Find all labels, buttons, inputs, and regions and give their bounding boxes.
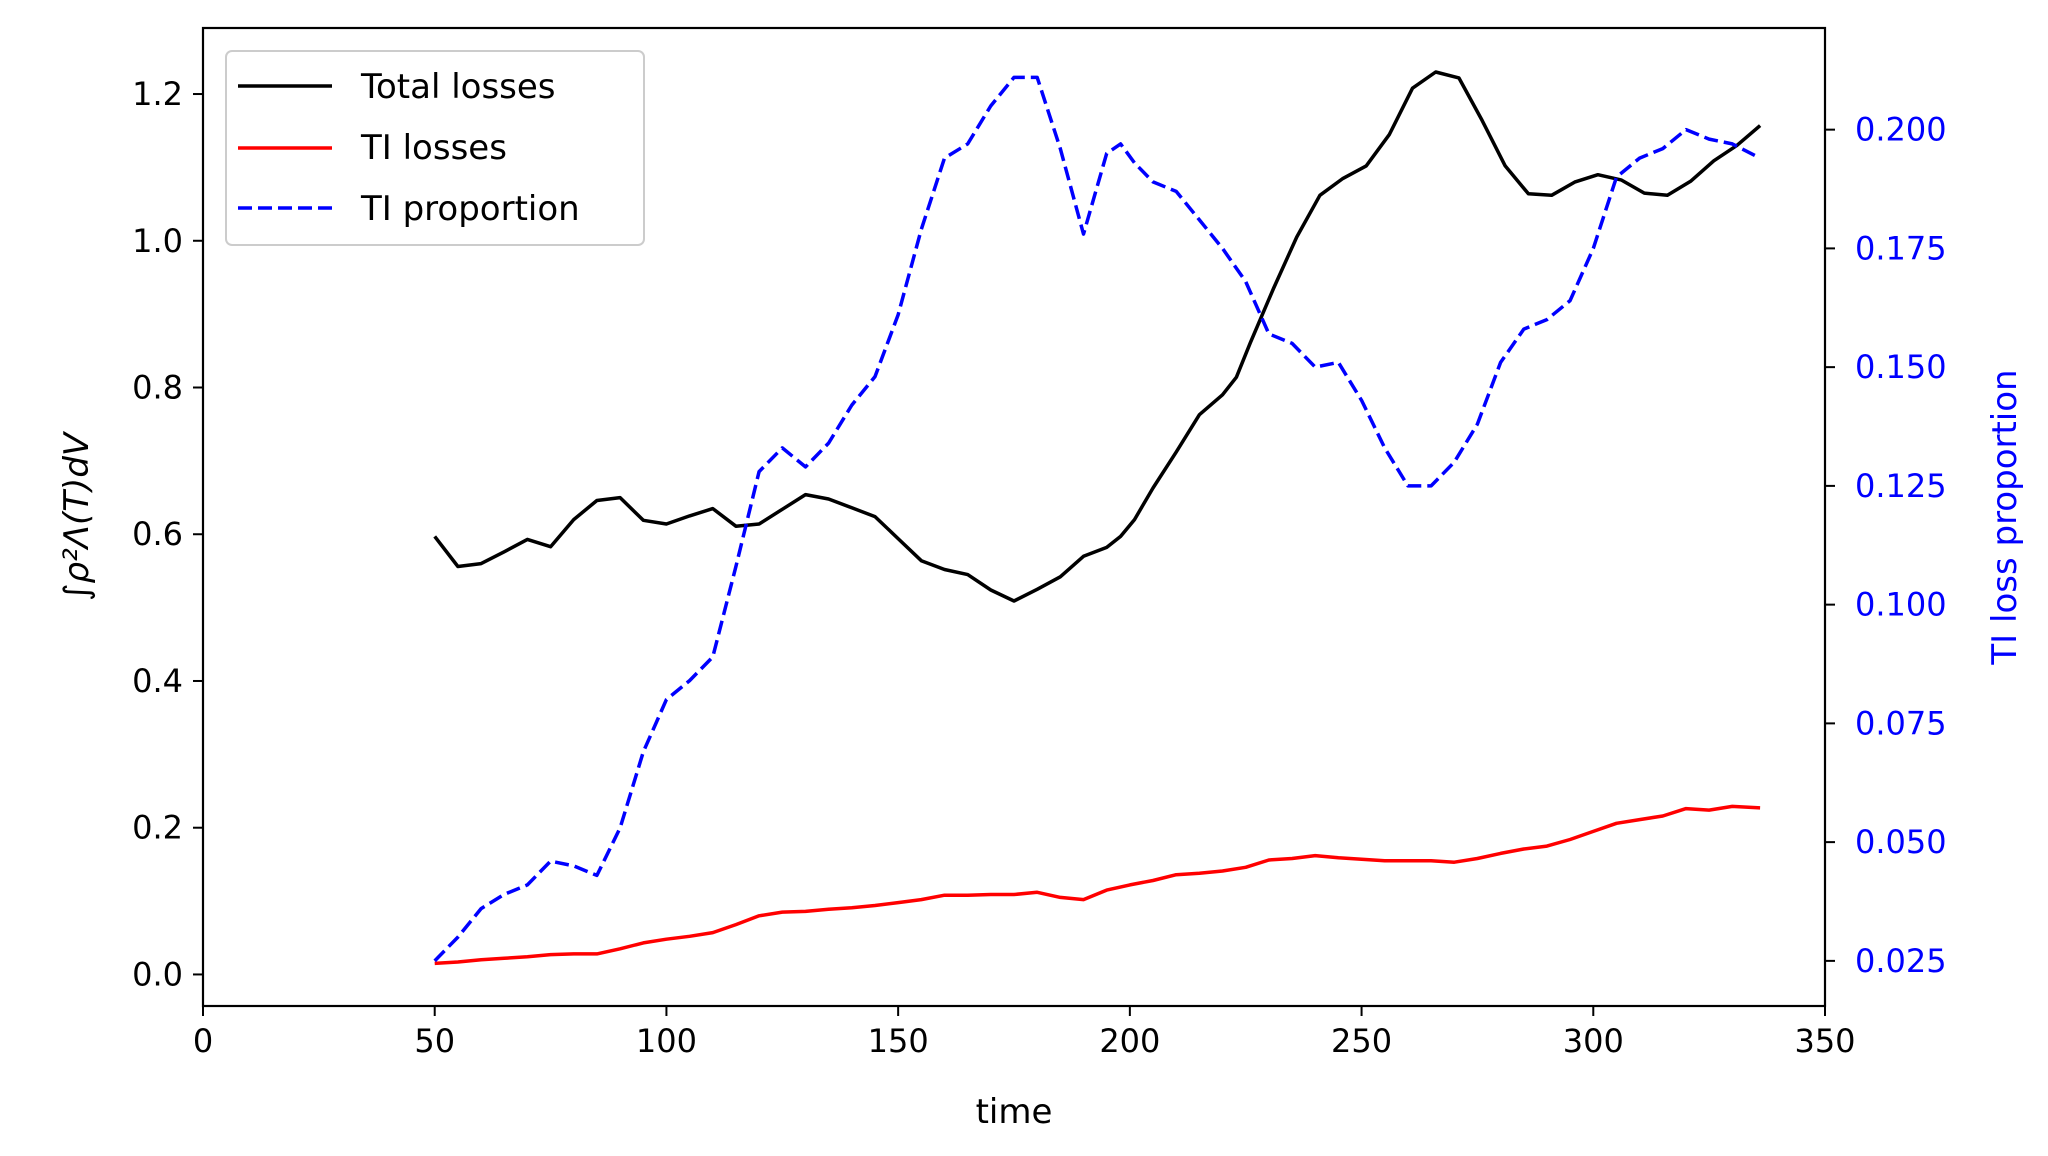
series-line-ti-proportion	[433, 75, 1761, 963]
right-y-tick-label: 0.025	[1855, 942, 1947, 980]
legend-label-total-losses: Total losses	[360, 67, 556, 107]
left-y-tick-label: 0.6	[132, 515, 183, 553]
left-y-tick-label: 0.4	[132, 662, 183, 700]
right-y-axis: 0.025 0.050 0.075 0.100 0.125 0.150 0.175 0.200	[1825, 111, 1947, 980]
x-tick-label: 150	[868, 1022, 929, 1060]
x-tick-label: 0	[193, 1022, 213, 1060]
left-y-tick-label: 1.0	[132, 222, 183, 260]
left-y-axis: 0.0 0.2 0.4 0.6 0.8 1.0 1.2	[132, 75, 203, 993]
series-line-total-losses	[433, 70, 1762, 603]
legend: Total losses TI losses TI proportion	[225, 50, 645, 246]
x-tick-label: 50	[414, 1022, 455, 1060]
legend-box	[225, 50, 645, 246]
plot-frame	[201, 26, 1827, 1008]
x-tick-label: 200	[1099, 1022, 1160, 1060]
right-y-tick-label: 0.175	[1855, 229, 1947, 267]
left-y-tick-label: 1.2	[132, 75, 183, 113]
left-y-tick-label: 0.2	[132, 809, 183, 847]
x-tick-label: 300	[1563, 1022, 1624, 1060]
x-axis: 0 50 100 150 200 250 300 350	[193, 1006, 1856, 1060]
x-tick-label: 250	[1331, 1022, 1392, 1060]
series-layer	[433, 70, 1762, 966]
left-y-axis-label: ∫ρ²Λ(T)dV	[57, 430, 97, 601]
x-tick-label: 350	[1794, 1022, 1855, 1060]
legend-label-ti-losses: TI losses	[360, 128, 507, 168]
right-y-tick-label: 0.200	[1855, 111, 1947, 149]
series-line-ti-losses	[434, 804, 1761, 966]
legend-label-ti-proportion: TI proportion	[360, 189, 580, 229]
right-y-axis-label: TI loss proportion	[1985, 369, 2025, 665]
left-y-tick-label: 0.0	[132, 955, 183, 993]
right-y-tick-label: 0.050	[1855, 823, 1947, 861]
left-y-tick-label: 0.8	[132, 369, 183, 407]
right-y-tick-label: 0.100	[1855, 586, 1947, 624]
right-y-tick-label: 0.150	[1855, 348, 1947, 386]
x-axis-label: time	[976, 1092, 1053, 1132]
right-y-tick-label: 0.125	[1855, 467, 1947, 505]
x-tick-label: 100	[636, 1022, 697, 1060]
right-y-tick-label: 0.075	[1855, 704, 1947, 742]
